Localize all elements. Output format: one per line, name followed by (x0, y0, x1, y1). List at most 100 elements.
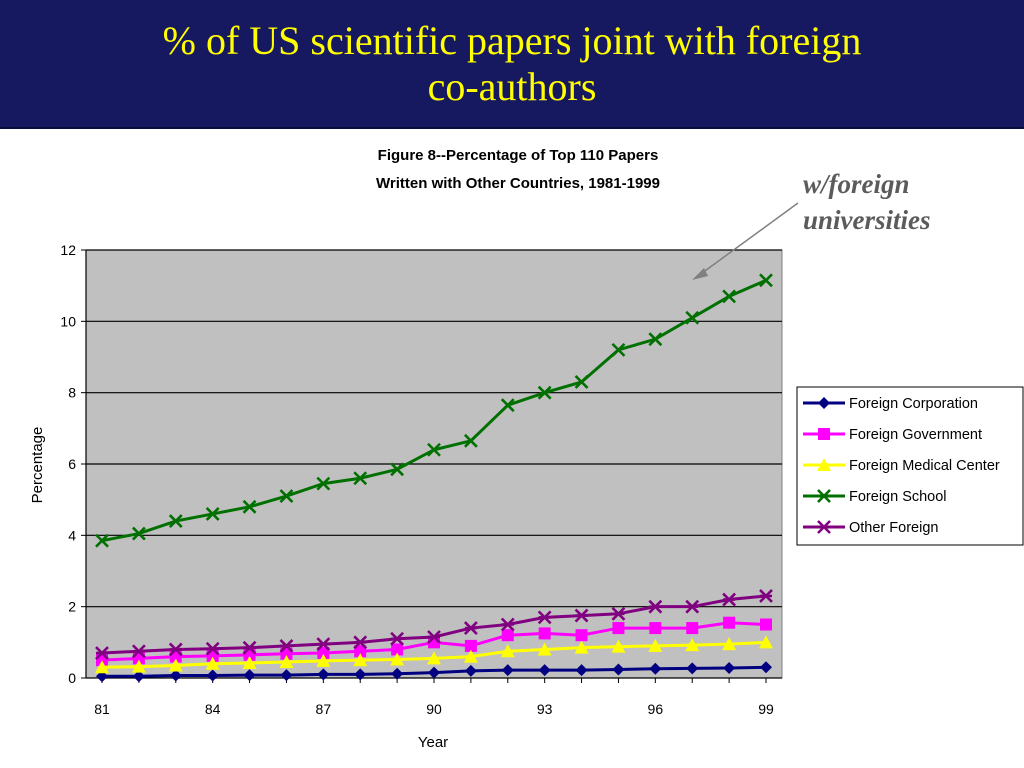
legend-label: Foreign Government (849, 427, 982, 443)
y-axis-label: Percentage (29, 427, 46, 504)
data-point-foreign-corporation (575, 664, 588, 677)
data-point-foreign-corporation (354, 668, 367, 681)
data-point-foreign-corporation (391, 667, 404, 680)
x-tick-label: 90 (426, 701, 442, 717)
data-point-foreign-school (427, 442, 441, 457)
data-point-foreign-government (649, 622, 662, 635)
data-point-foreign-medical-center (685, 638, 700, 652)
data-point-foreign-government (760, 618, 772, 631)
y-tick-label: 10 (60, 313, 76, 329)
data-point-other-foreign (463, 621, 478, 635)
data-point-foreign-government (317, 647, 330, 660)
legend-swatch-marker (818, 428, 830, 440)
data-point-foreign-government (391, 643, 404, 656)
data-point-other-foreign (574, 608, 589, 623)
data-point-foreign-school (131, 526, 146, 541)
legend-item-other-foreign: Other Foreign (803, 520, 938, 536)
annotation-text: w/foreign universities (803, 166, 931, 238)
data-point-foreign-school (279, 489, 294, 504)
data-point-foreign-school (390, 462, 405, 477)
data-point-foreign-government (686, 622, 699, 635)
data-point-foreign-corporation (760, 661, 772, 674)
chart-axes: 0 2 4 6 8 10 12 81 84 87 90 93 96 99 (60, 242, 782, 717)
data-point-other-foreign (242, 640, 257, 655)
data-point-foreign-school (574, 375, 589, 389)
data-point-foreign-medical-center (759, 635, 773, 649)
legend-item-foreign-corporation: Foreign Corporation (803, 396, 978, 412)
data-point-foreign-medical-center (648, 638, 663, 652)
data-point-other-foreign (390, 631, 405, 646)
data-point-foreign-medical-center (168, 658, 183, 672)
legend-label: Foreign School (849, 489, 947, 505)
series-foreign-school (95, 273, 773, 548)
line-chart: 0 2 4 6 8 10 12 81 84 87 90 93 96 99 Foreign Corporat… (29, 147, 1024, 751)
data-point-foreign-government (723, 616, 736, 629)
annotation-line-2: universities (803, 205, 931, 235)
plot-area (85, 249, 783, 679)
series-other-foreign (95, 589, 773, 660)
data-point-other-foreign (131, 644, 146, 659)
data-point-foreign-medical-center (722, 637, 737, 651)
x-tick-label: 87 (316, 701, 332, 717)
data-point-other-foreign (759, 589, 773, 603)
data-point-foreign-school (500, 398, 515, 413)
data-point-foreign-corporation (501, 664, 514, 677)
data-point-other-foreign (722, 592, 737, 607)
data-point-foreign-medical-center (131, 659, 146, 673)
x-tick-label: 99 (758, 701, 774, 717)
data-point-foreign-corporation (243, 669, 256, 682)
data-point-foreign-school (95, 533, 109, 548)
data-point-foreign-medical-center (242, 656, 257, 670)
data-point-foreign-corporation (649, 662, 662, 675)
data-point-foreign-medical-center (427, 651, 441, 665)
data-point-other-foreign (611, 606, 626, 621)
legend-label: Foreign Corporation (849, 396, 978, 412)
data-point-other-foreign (353, 635, 368, 650)
data-point-other-foreign (205, 641, 220, 656)
data-point-foreign-medical-center (390, 652, 405, 666)
series-foreign-medical-center (95, 635, 773, 674)
x-axis-label: Year (418, 734, 448, 751)
data-point-foreign-corporation (280, 669, 293, 682)
data-point-foreign-medical-center (95, 660, 109, 674)
slide-title-line-2: co-authors (427, 63, 597, 109)
data-point-foreign-corporation (206, 669, 219, 682)
data-point-foreign-school (648, 332, 663, 347)
data-point-other-foreign (648, 599, 663, 614)
slide-title-line-1: % of US scientific papers joint with for… (162, 17, 862, 63)
data-point-foreign-school (242, 499, 257, 514)
data-point-other-foreign (279, 638, 294, 653)
data-point-other-foreign (95, 646, 109, 660)
data-point-other-foreign (500, 617, 515, 632)
data-point-foreign-government (538, 627, 551, 640)
data-point-foreign-corporation (317, 668, 330, 681)
legend-label: Other Foreign (849, 520, 938, 536)
data-point-foreign-corporation (538, 664, 551, 677)
data-point-foreign-medical-center (574, 640, 589, 654)
data-point-foreign-school (316, 476, 331, 491)
data-point-other-foreign (537, 610, 552, 625)
data-point-foreign-school (463, 433, 478, 448)
data-point-foreign-corporation (612, 663, 625, 676)
data-point-foreign-school (722, 289, 737, 304)
data-point-foreign-government (464, 639, 477, 652)
data-point-foreign-school (611, 342, 626, 357)
annotation-line-1: w/foreign (803, 169, 910, 199)
data-point-other-foreign (427, 630, 441, 644)
legend-item-foreign-school: Foreign School (803, 489, 947, 505)
y-tick-label: 2 (68, 599, 76, 615)
chart-legend: Foreign Corporation Foreign Government For… (796, 386, 1024, 546)
chart-title-line-2: Written with Other Countries, 1981-1999 (376, 175, 660, 192)
data-point-other-foreign (316, 637, 331, 652)
data-point-foreign-corporation (723, 662, 736, 675)
data-point-foreign-corporation (132, 670, 145, 683)
y-tick-label: 8 (68, 385, 76, 401)
data-point-foreign-government (280, 647, 293, 660)
data-point-foreign-government (612, 622, 625, 635)
series-foreign-corporation (96, 661, 772, 683)
data-point-other-foreign (168, 642, 183, 657)
data-point-foreign-medical-center (611, 639, 626, 653)
series-foreign-government (96, 616, 772, 667)
data-point-foreign-school (205, 507, 220, 521)
data-point-foreign-medical-center (463, 649, 478, 663)
